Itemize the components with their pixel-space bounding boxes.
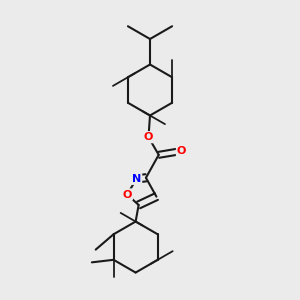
Text: N: N xyxy=(132,174,141,184)
Text: O: O xyxy=(122,190,132,200)
Text: O: O xyxy=(177,146,186,156)
Text: O: O xyxy=(144,132,153,142)
